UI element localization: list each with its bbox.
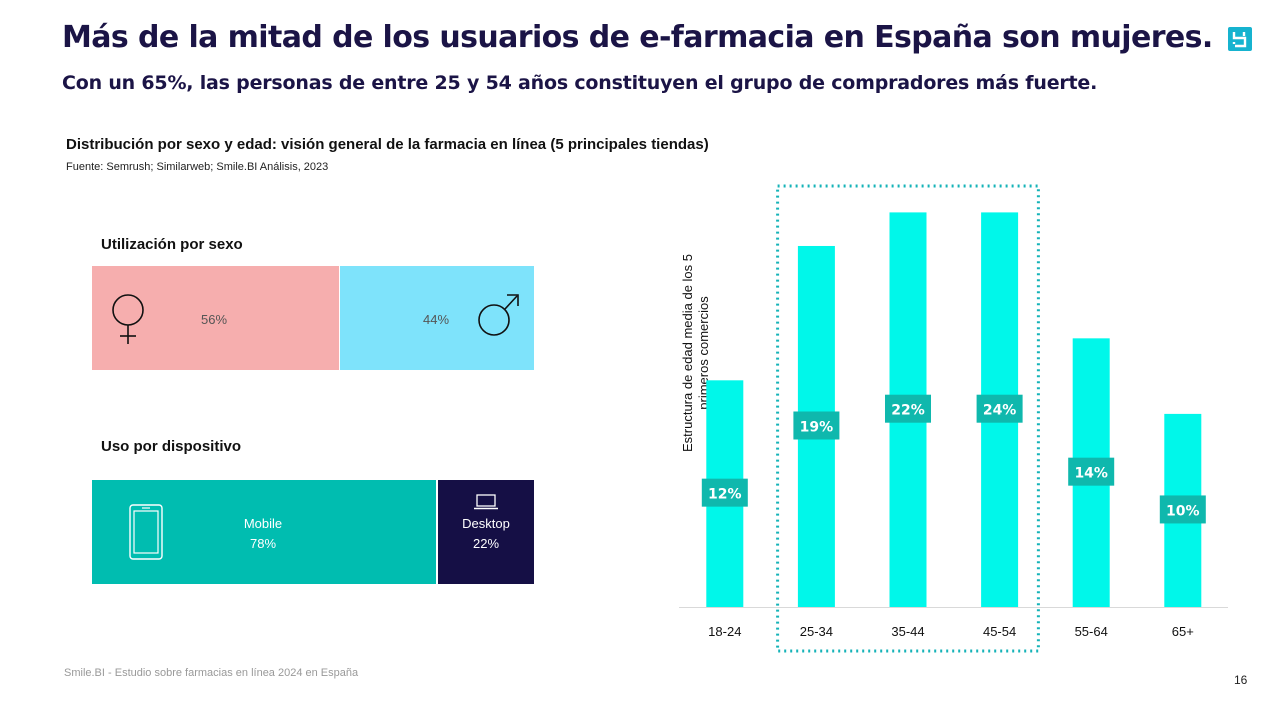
- data-label-box-65+: [1159, 495, 1206, 524]
- data-label-box-45-54: [976, 394, 1023, 423]
- page-number: 16: [1234, 673, 1248, 687]
- highlight-frame: [776, 184, 1040, 653]
- female-symbol-icon: [112, 294, 144, 344]
- brand-logo: [1228, 27, 1252, 51]
- data-label-box-25-34: [793, 411, 840, 440]
- x-tick-label-25-34: 25-34: [800, 624, 833, 639]
- data-label-box-55-64: [1068, 457, 1115, 486]
- male-share-value: 44%: [423, 312, 450, 327]
- mobile-label: Mobile: [243, 516, 283, 531]
- device-mobile-segment: Mobile 78%: [92, 480, 436, 584]
- device-section-label: Uso por dispositivo: [101, 438, 242, 455]
- x-tick-label-35-44: 35-44: [891, 624, 924, 639]
- desktop-share-value: 22%: [472, 536, 500, 551]
- page-title: Más de la mitad de los usuarios de e-far…: [62, 20, 1213, 55]
- data-label-18-24: 12%: [708, 487, 742, 503]
- data-label-55-64: 14%: [1074, 466, 1108, 482]
- source-note: Fuente: Semrush; Similarweb; Smile.BI An…: [66, 161, 329, 173]
- gender-section-label: Utilización por sexo: [101, 236, 243, 253]
- female-share-value: 56%: [201, 312, 228, 327]
- x-tick-label-55-64: 55-64: [1075, 624, 1108, 639]
- device-desktop-segment: Desktop 22%: [438, 480, 534, 584]
- x-tick-label-65+: 65+: [1172, 624, 1194, 639]
- smartphone-icon: [129, 504, 163, 560]
- data-label-35-44: 22%: [891, 403, 925, 419]
- gender-female-segment: 56%: [92, 266, 339, 370]
- x-tick-label-18-24: 18-24: [708, 624, 741, 639]
- data-label-25-34: 19%: [800, 419, 834, 435]
- data-label-box-18-24: [701, 478, 748, 507]
- laptop-icon: [474, 494, 498, 510]
- data-label-45-54: 24%: [983, 403, 1017, 419]
- x-tick-label-45-54: 45-54: [983, 624, 1016, 639]
- page-subtitle: Con un 65%, las personas de entre 25 y 5…: [62, 72, 1098, 94]
- data-label-65+: 10%: [1166, 503, 1200, 519]
- male-symbol-icon: [478, 294, 519, 336]
- mobile-share-value: 78%: [249, 536, 277, 551]
- desktop-label: Desktop: [462, 516, 510, 531]
- chart-title: Distribución por sexo y edad: visión gen…: [66, 136, 709, 153]
- gender-male-segment: 44%: [340, 266, 534, 370]
- data-label-box-35-44: [885, 394, 931, 423]
- footer-note: Smile.BI - Estudio sobre farmacias en lí…: [64, 667, 359, 679]
